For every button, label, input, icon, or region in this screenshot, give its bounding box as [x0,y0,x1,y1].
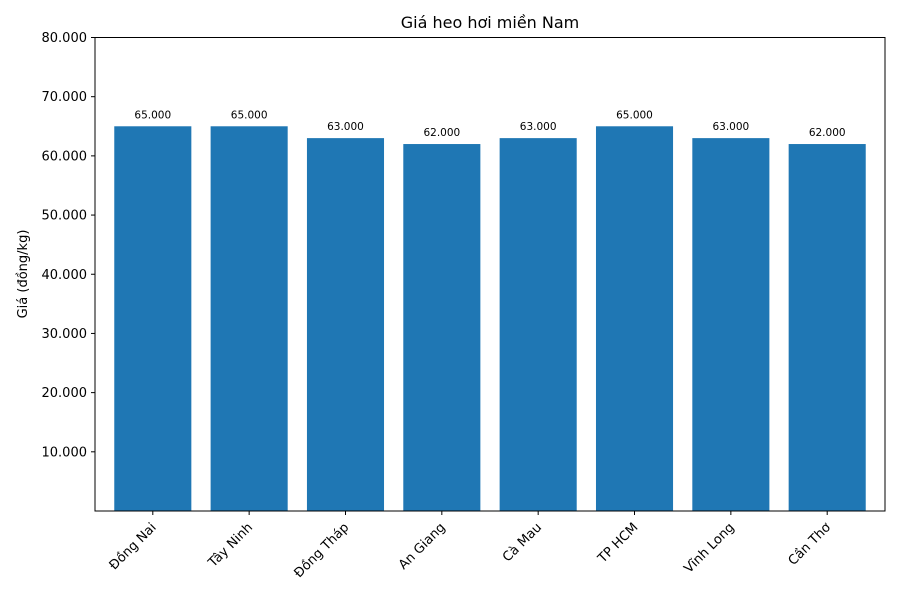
y-tick-label: 10.000 [42,445,88,460]
bar-value-label: 65.000 [134,109,171,121]
x-tick-label: Đồng Tháp [291,520,352,581]
bar-value-label: 65.000 [231,109,268,121]
y-tick-label: 40.000 [42,268,88,283]
y-tick-label: 30.000 [42,327,88,342]
y-tick-label: 70.000 [42,90,88,105]
bar [403,144,481,511]
bar [210,126,288,511]
plot-frame [94,37,886,512]
value-labels: 65.000 65.000 63.000 62.000 63.000 65.000 63.0… [134,109,845,139]
bar-value-label: 63.000 [327,121,364,133]
x-tick-label: Cần Thơ [786,520,835,569]
bar [499,138,577,511]
y-axis-label: Giá (đồng/kg) [16,230,31,319]
x-tick-label: Đồng Nai [107,520,160,573]
x-tick-label: Vĩnh Long [681,520,737,576]
bar [692,138,770,511]
y-axis-ticks: 10.000 20.000 30.000 40.000 50.000 60.000 70.0… [42,31,95,460]
x-tick-label: An Giang [396,520,449,573]
bar-value-label: 63.000 [520,121,557,133]
x-axis-ticks: Đồng Nai Tây Ninh Đồng Tháp An Giang Cà Mau T… [107,511,834,581]
bar-value-label: 65.000 [616,109,653,121]
bars [114,126,866,511]
bar [114,126,192,511]
x-tick-label: Tây Ninh [205,520,256,571]
chart-title: Giá heo hơi miền Nam [401,13,580,32]
bar-value-label: 62.000 [423,127,460,139]
x-tick-label: Cà Mau [500,520,545,565]
bar-value-label: 63.000 [712,121,749,133]
bar [595,126,674,511]
y-tick-label: 50.000 [42,209,88,224]
bar-value-label: 62.000 [809,127,846,139]
x-tick-label: TP HCM [595,520,642,567]
y-tick-label: 60.000 [42,149,88,164]
y-tick-label: 20.000 [42,386,88,401]
y-tick-label: 80.000 [42,31,88,46]
bar [306,138,385,511]
bar [788,144,866,511]
